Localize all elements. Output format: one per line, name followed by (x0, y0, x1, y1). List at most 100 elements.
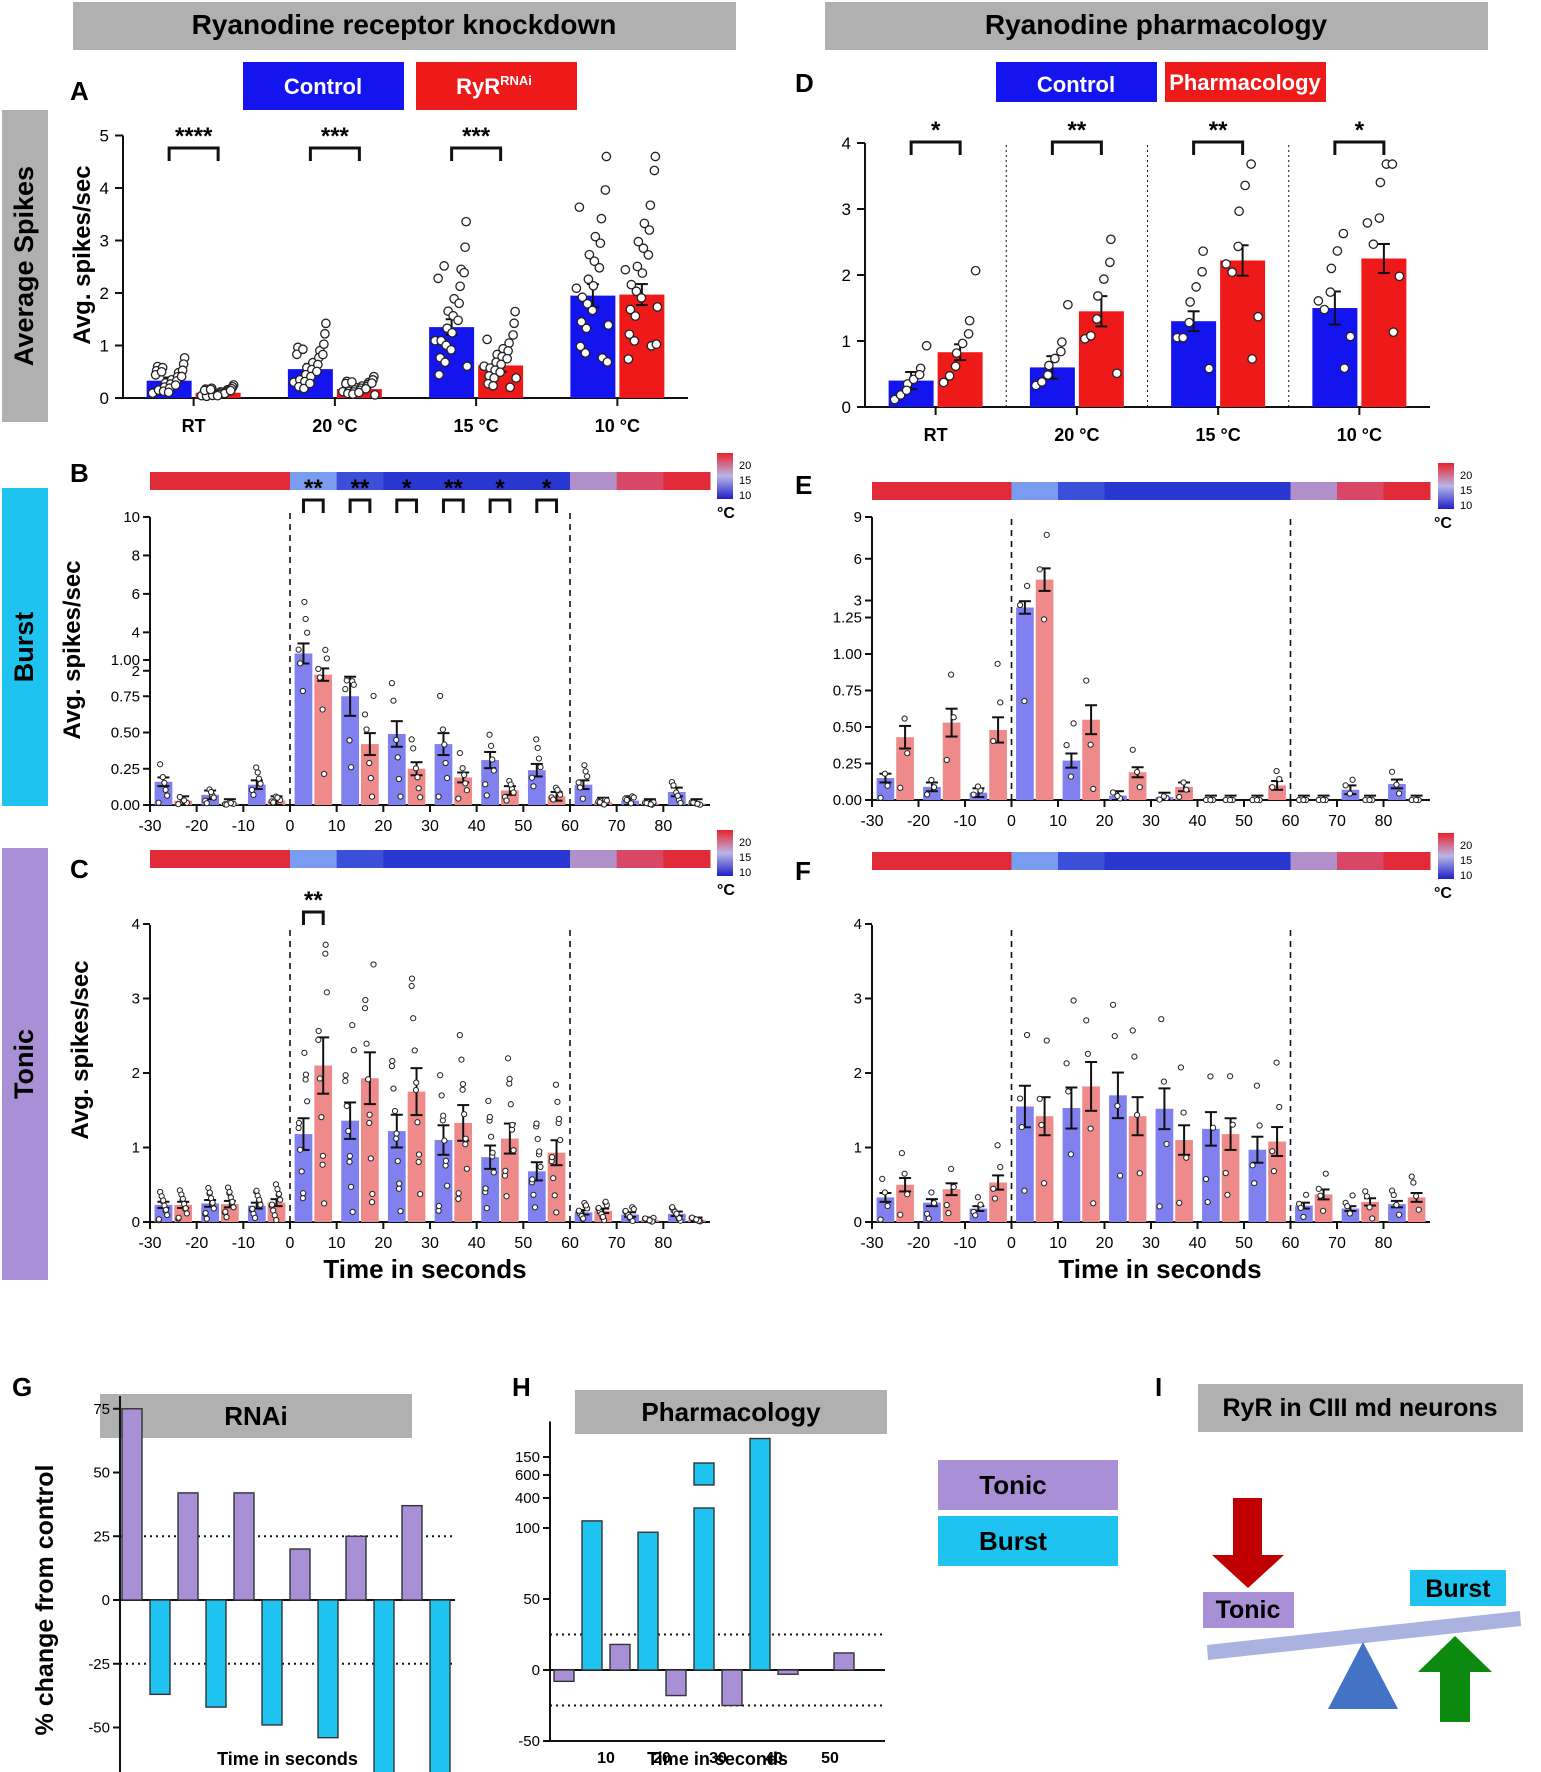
dot-C (482, 1185, 489, 1192)
dot-E (1016, 601, 1024, 609)
dot-C (483, 1205, 490, 1212)
dot-B (647, 801, 654, 808)
dot-B (322, 646, 329, 653)
dot-D (1197, 266, 1207, 277)
sig-B-4-stars: ** (351, 475, 370, 502)
dot-E (990, 737, 997, 745)
dot-C (410, 1015, 417, 1022)
bar-D-10 °C-treat (1361, 258, 1407, 407)
dot-F (877, 1216, 884, 1223)
xtick-label-F-1: -20 (907, 1235, 930, 1252)
sig-B-6-bracket (441, 498, 465, 513)
down-arrow (1212, 1498, 1284, 1588)
dot-B (299, 687, 306, 695)
xtick-label-B-0: -30 (138, 818, 161, 835)
side-avg-label: Average Spikes (9, 166, 39, 366)
xtick-label-E-7: 40 (1189, 813, 1207, 830)
dot-C (595, 1204, 602, 1212)
xtick-label-F-9: 60 (1282, 1235, 1300, 1252)
dot-B (459, 765, 466, 772)
dot-D (1099, 274, 1109, 284)
xtick-label-F-2: -10 (953, 1235, 976, 1252)
dot-A (205, 384, 216, 395)
bar-H-burst-0 (581, 1520, 603, 1671)
dot-D (950, 361, 961, 372)
dot-F (1065, 1088, 1072, 1095)
ytick-label-D: 4 (842, 134, 851, 153)
dot-C (363, 1040, 370, 1047)
dot-C (413, 1079, 420, 1086)
dot-D (1326, 263, 1337, 274)
ytick-label-H: 100 (515, 1520, 540, 1537)
xtick-label-F-8: 50 (1235, 1235, 1253, 1252)
side-tonic-bg (2, 848, 48, 1280)
bar-C-3-trt (314, 1065, 333, 1222)
dot-E (1036, 566, 1043, 573)
dot-C (295, 1119, 303, 1127)
temp-strip-C-seg (290, 850, 338, 868)
dot-A (636, 293, 647, 303)
sig-B-5-bracket (395, 498, 419, 513)
dot-B (361, 711, 369, 718)
dot-E (1319, 796, 1327, 804)
bar-F-3-trt (1035, 1116, 1054, 1222)
sig-D-0-stars: * (931, 117, 941, 144)
dot-F (1176, 1199, 1183, 1207)
dot-E (1300, 796, 1307, 804)
dot-C (629, 1217, 636, 1225)
ytick-label-E: 1.25 (833, 610, 862, 627)
dot-B (321, 770, 328, 778)
dot-B (444, 774, 451, 782)
colorbar-c-tick-10: 10 (739, 867, 751, 879)
dot-D (1332, 246, 1343, 256)
bar-E-3-trt (1035, 579, 1054, 800)
dot-E (1273, 767, 1280, 775)
dot-A (600, 185, 611, 195)
dot-C (223, 1214, 230, 1221)
dot-A (505, 382, 515, 393)
dot-B (554, 786, 561, 794)
dot-C (342, 1072, 349, 1079)
ytick-high-label-H: 400 (515, 1490, 540, 1507)
ytick-label-D: 3 (842, 200, 851, 219)
temp-strip-E-seg (872, 482, 919, 500)
ytick-high-label-B: 10 (123, 509, 140, 526)
xtick-label-E-5: 20 (1096, 813, 1114, 830)
dot-E (1156, 796, 1163, 803)
dot-A (453, 315, 463, 326)
dot-A (482, 334, 492, 345)
bar-F-8-trt (1268, 1141, 1286, 1222)
dot-A (156, 366, 167, 377)
dot-A (576, 316, 587, 327)
dot-B (162, 786, 169, 793)
dot-B (694, 800, 701, 807)
header-right: Ryanodine pharmacology (985, 9, 1328, 40)
dot-B (254, 769, 261, 776)
dot-B (342, 686, 349, 693)
ylabel-c: Avg. spikes/sec (67, 960, 94, 1139)
dot-F (1040, 1180, 1048, 1187)
dot-E (1023, 582, 1031, 589)
dot-E (950, 714, 957, 721)
dot-A (643, 250, 654, 260)
dot-B (315, 665, 322, 673)
xtick-label-H-1: 20 (653, 1750, 671, 1767)
bar-G-burst-4 (373, 1599, 395, 1772)
dot-F (1207, 1073, 1214, 1080)
xtick-label-F-6: 30 (1142, 1235, 1160, 1252)
dot-F (1063, 1060, 1070, 1067)
bar-B-3-ctl (294, 653, 313, 805)
dot-D (1325, 287, 1336, 298)
dot-A (590, 231, 601, 242)
dot-E (1366, 796, 1373, 804)
dot-F (881, 1189, 889, 1196)
dot-D (1246, 159, 1256, 169)
dot-A (510, 306, 520, 317)
dot-C (693, 1216, 700, 1223)
bar-H-burst-1 (637, 1531, 659, 1671)
dot-A (631, 286, 642, 297)
dot-E (1207, 796, 1214, 804)
sig-D-1-bracket (1050, 140, 1103, 155)
colorbar-b-tick-20: 20 (739, 460, 751, 472)
dot-F (1390, 1191, 1397, 1199)
